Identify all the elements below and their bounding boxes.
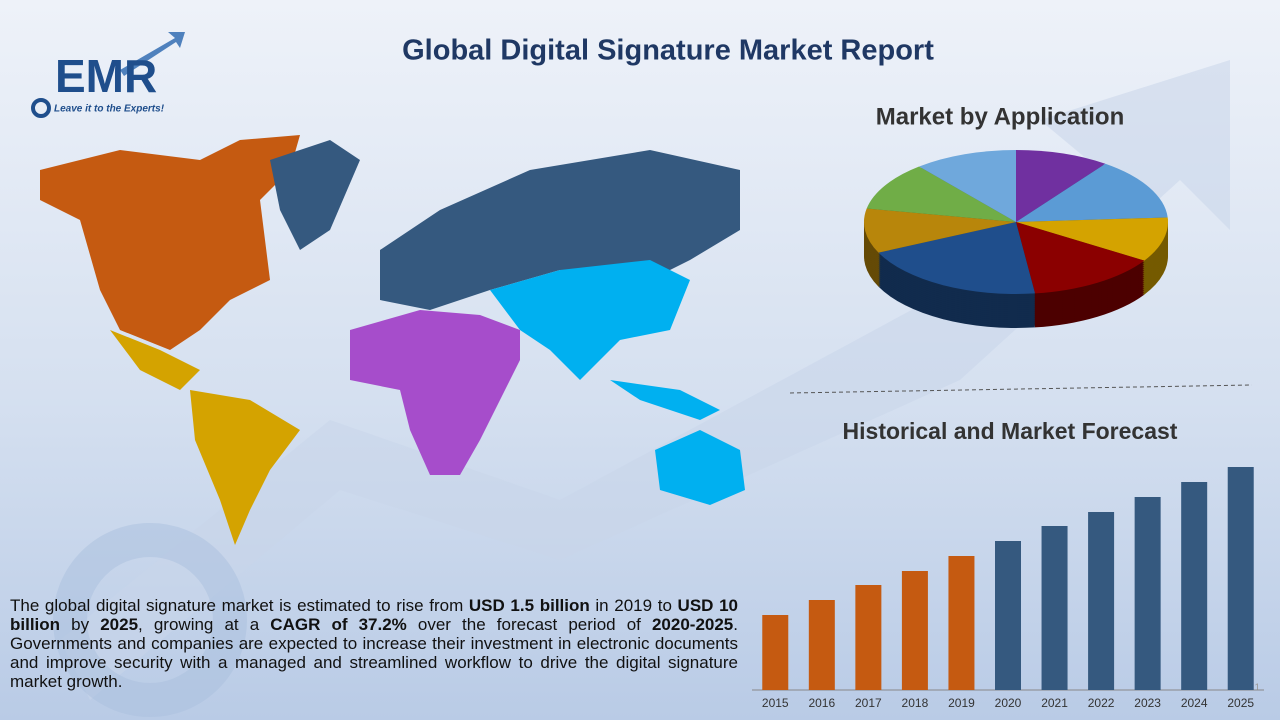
description-text: in 2019 to [589,596,678,615]
logo-name: EMR [55,50,157,102]
bar [901,571,928,690]
pie-slice [864,208,1016,253]
logo-arrow [120,32,185,76]
logo-ring [31,98,51,118]
bar [948,556,975,690]
description: The global digital signature market is e… [10,596,738,691]
bg-arrow [60,60,1230,700]
x-tick-label: 2024 [1181,696,1208,710]
pie-slice [878,222,1036,294]
chart-title: Historical and Market Forecast [843,418,1178,444]
pie-slice [1016,222,1145,294]
bg-circle [53,523,247,717]
x-tick-label: 2020 [995,696,1022,710]
pie-slice [1016,150,1106,222]
pie-slice [919,150,1016,222]
x-tick-label: 2018 [902,696,929,710]
description-text: . Governments and companies are expected… [10,615,739,691]
description-text: over the forecast period of [406,615,652,634]
description-text: by [60,615,101,634]
logo-tagline: Leave it to the Experts! [54,104,165,115]
pie-slice [1016,217,1168,261]
world-map [40,135,745,545]
bar [995,541,1021,690]
description-text: , growing at a [138,615,271,634]
bar [1041,526,1068,690]
pie-slice [1016,163,1168,222]
x-tick-label: 2025 [1227,696,1254,710]
divider [789,384,1253,394]
x-tick-label: 2017 [855,696,882,710]
chart-title: Market by Application [876,103,1124,130]
bar [1088,512,1115,690]
pie-slice [866,166,1016,222]
bar [1134,497,1161,690]
title: Global Digital Signature Market Report [402,35,934,67]
x-tick-label: 2021 [1041,696,1068,710]
bar [855,585,882,690]
bar [808,600,835,690]
x-tick-label: 2015 [762,696,789,710]
x-tick-label: 2022 [1088,696,1115,710]
bar [1181,482,1208,690]
description-text: CAGR of 37.2% [270,615,407,634]
description-text: 2020-2025 [651,615,734,634]
description-text: The global digital signature market is e… [10,596,469,615]
page-number: 1 [1254,683,1260,694]
description-text: USD 10 billion [10,596,738,634]
bar [762,615,789,690]
x-tick-label: 2016 [808,696,835,710]
description-text: USD 1.5 billion [468,596,590,615]
bar [1227,467,1254,690]
x-tick-label: 2019 [948,696,975,710]
description-text: 2025 [100,615,139,634]
x-tick-label: 2023 [1134,696,1161,710]
